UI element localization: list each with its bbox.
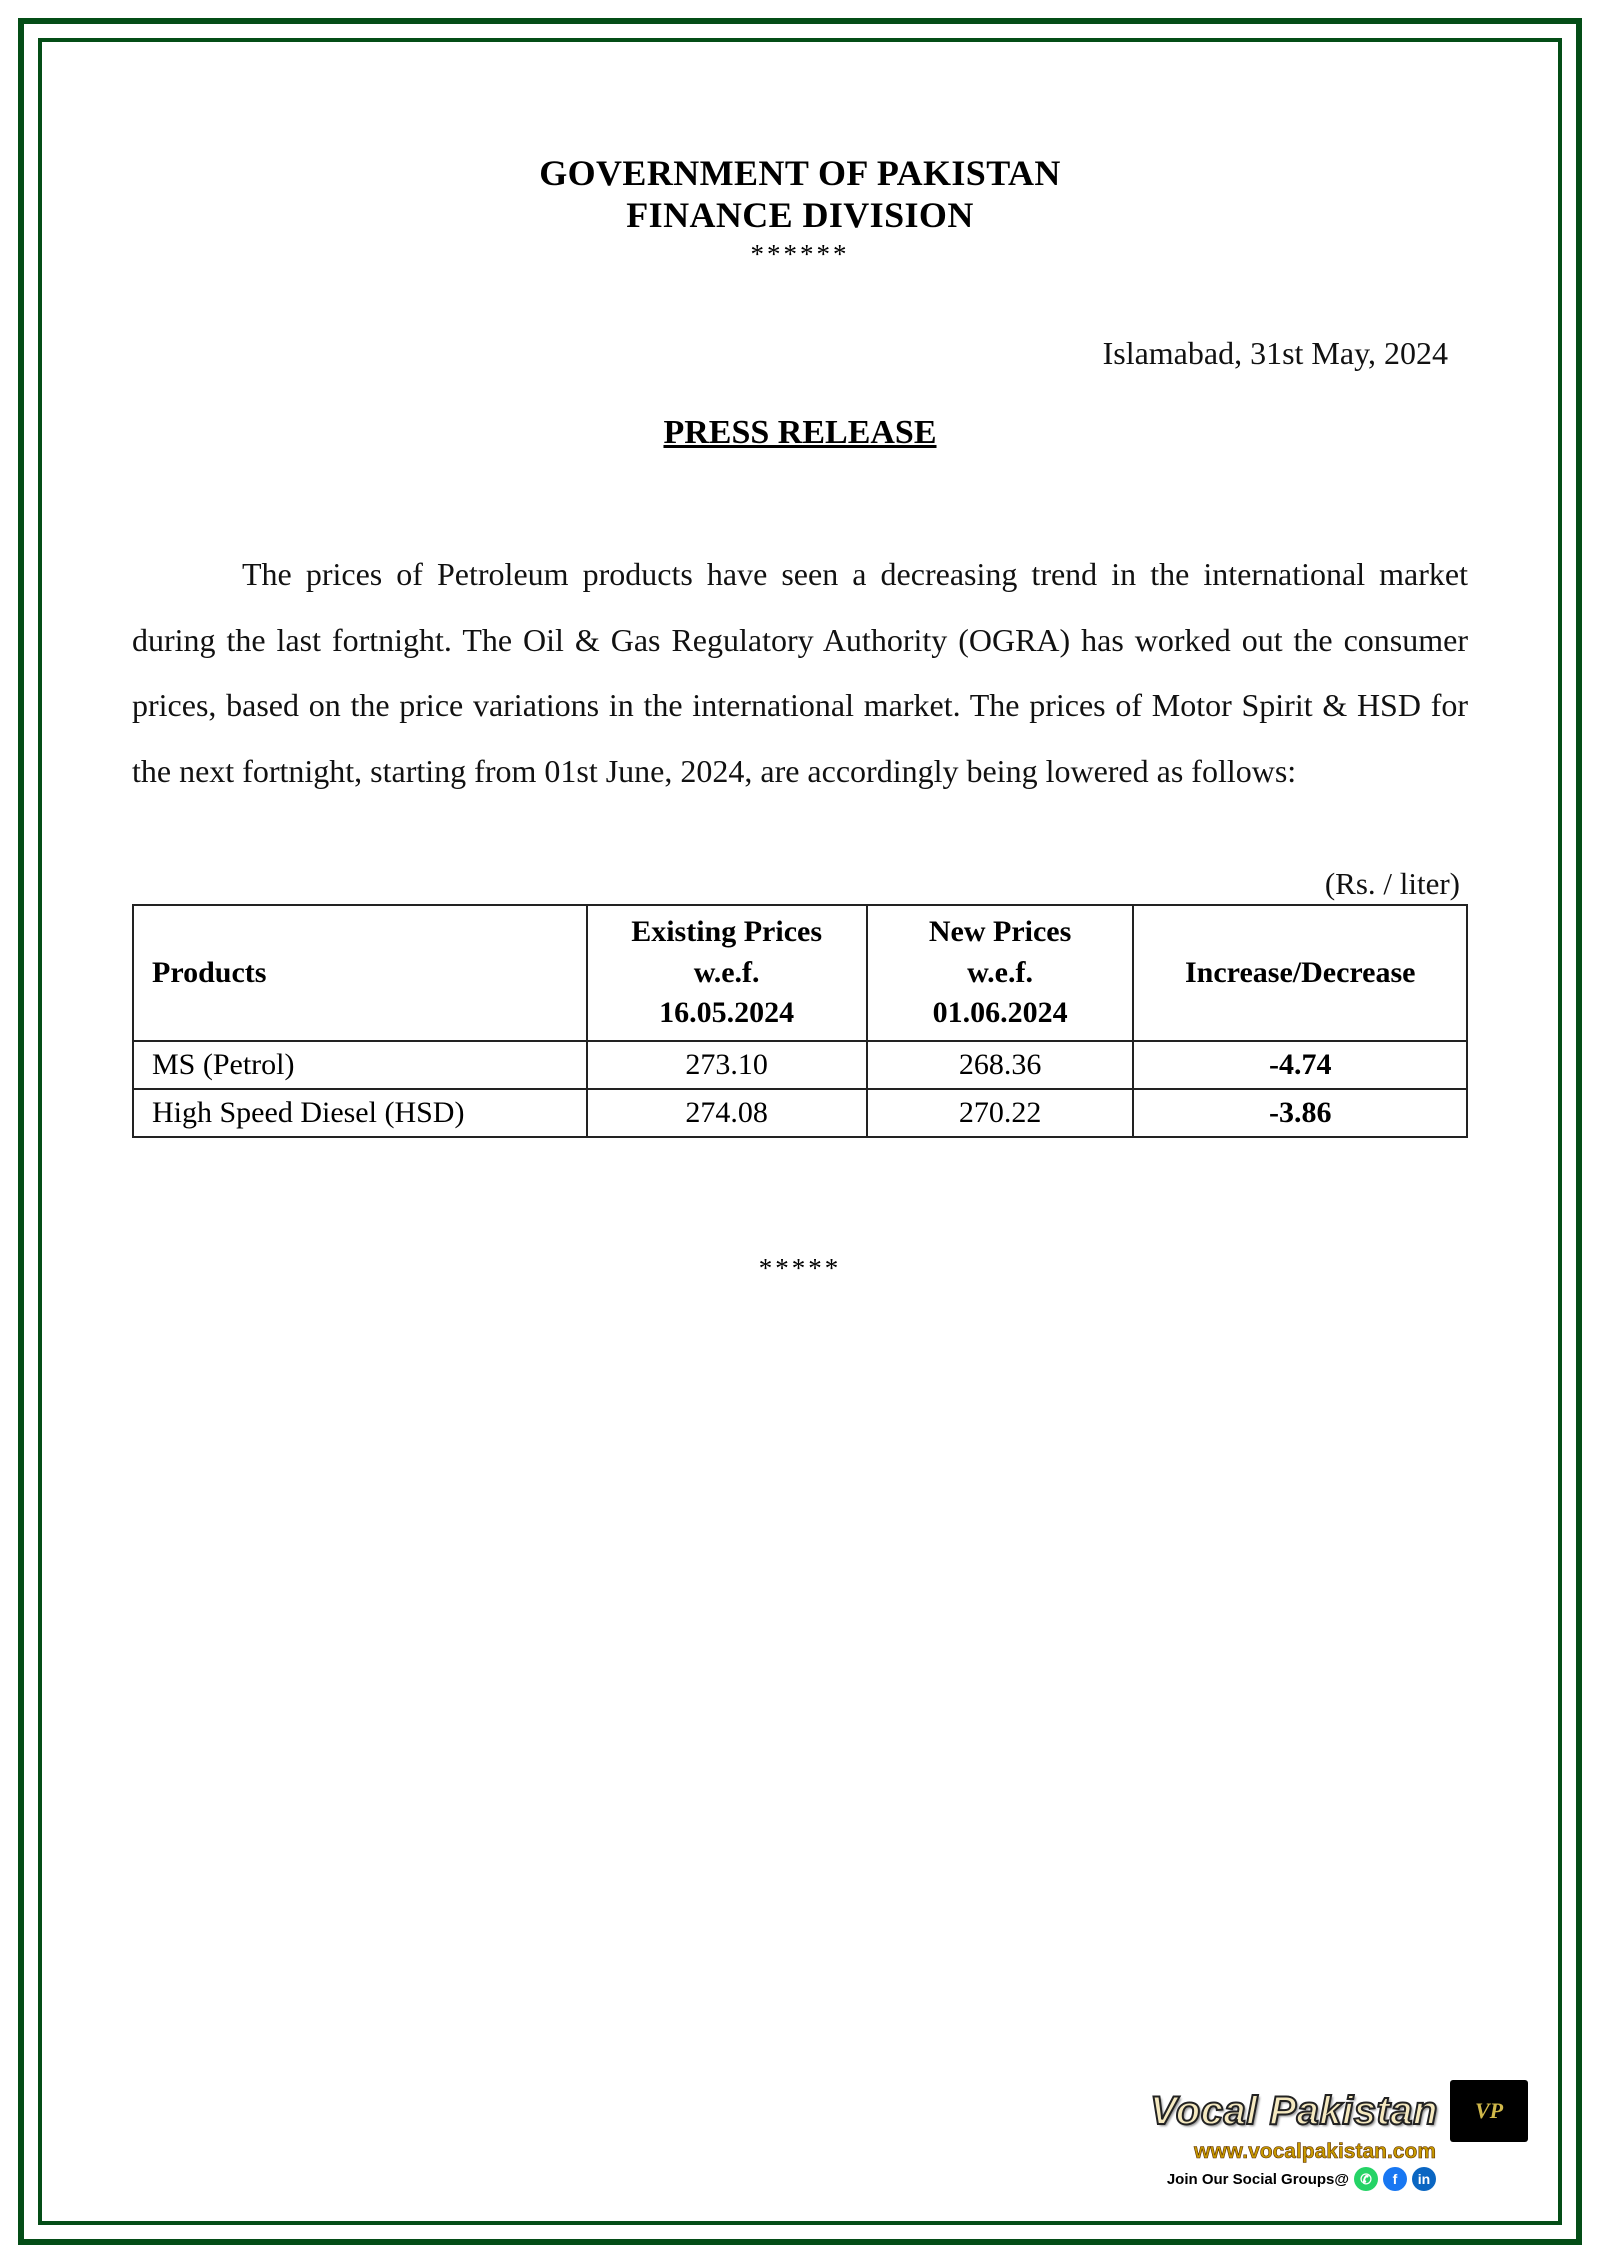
document-frame: GOVERNMENT OF PAKISTAN FINANCE DIVISION … (38, 38, 1562, 2225)
th-new: New Prices w.e.f. 01.06.2024 (867, 905, 1134, 1041)
th-existing-l2: w.e.f. (694, 956, 760, 989)
watermark-logo: VP (1450, 2080, 1528, 2142)
watermark-social: Join Our Social Groups@ ✆ f in (1150, 2167, 1436, 2191)
whatsapp-icon: ✆ (1354, 2167, 1378, 2191)
document-title: PRESS RELEASE (132, 414, 1468, 452)
header-line-1: GOVERNMENT OF PAKISTAN (132, 152, 1468, 194)
end-stars: ***** (132, 1253, 1468, 1284)
cell-existing: 273.10 (587, 1041, 867, 1089)
watermark-url: www.vocalpakistan.com (1150, 2140, 1436, 2164)
watermark: Vocal Pakistan VP www.vocalpakistan.com … (1150, 2080, 1528, 2191)
header-block: GOVERNMENT OF PAKISTAN FINANCE DIVISION … (132, 152, 1468, 270)
th-new-l2: w.e.f. (967, 956, 1033, 989)
th-new-l3: 01.06.2024 (933, 996, 1068, 1029)
watermark-social-label: Join Our Social Groups@ (1167, 2171, 1349, 2188)
cell-new: 270.22 (867, 1089, 1134, 1137)
body-paragraph: The prices of Petroleum products have se… (132, 542, 1468, 804)
cell-change: -4.74 (1133, 1041, 1467, 1089)
th-existing-l1: Existing Prices (631, 915, 822, 948)
cell-change: -3.86 (1133, 1089, 1467, 1137)
dateline: Islamabad, 31st May, 2024 (132, 335, 1468, 372)
cell-existing: 274.08 (587, 1089, 867, 1137)
th-existing: Existing Prices w.e.f. 16.05.2024 (587, 905, 867, 1041)
watermark-brand: Vocal Pakistan (1150, 2089, 1438, 2134)
price-table: Products Existing Prices w.e.f. 16.05.20… (132, 904, 1468, 1138)
th-change: Increase/Decrease (1133, 905, 1467, 1041)
table-header-row: Products Existing Prices w.e.f. 16.05.20… (133, 905, 1467, 1041)
linkedin-icon: in (1412, 2167, 1436, 2191)
header-line-2: FINANCE DIVISION (132, 194, 1468, 236)
th-products: Products (133, 905, 587, 1041)
th-new-l1: New Prices (929, 915, 1071, 948)
cell-product: MS (Petrol) (133, 1041, 587, 1089)
cell-product: High Speed Diesel (HSD) (133, 1089, 587, 1137)
table-row: MS (Petrol) 273.10 268.36 -4.74 (133, 1041, 1467, 1089)
cell-new: 268.36 (867, 1041, 1134, 1089)
unit-label: (Rs. / liter) (132, 866, 1468, 902)
header-stars: ****** (132, 239, 1468, 270)
th-existing-l3: 16.05.2024 (659, 996, 794, 1029)
facebook-icon: f (1383, 2167, 1407, 2191)
table-row: High Speed Diesel (HSD) 274.08 270.22 -3… (133, 1089, 1467, 1137)
